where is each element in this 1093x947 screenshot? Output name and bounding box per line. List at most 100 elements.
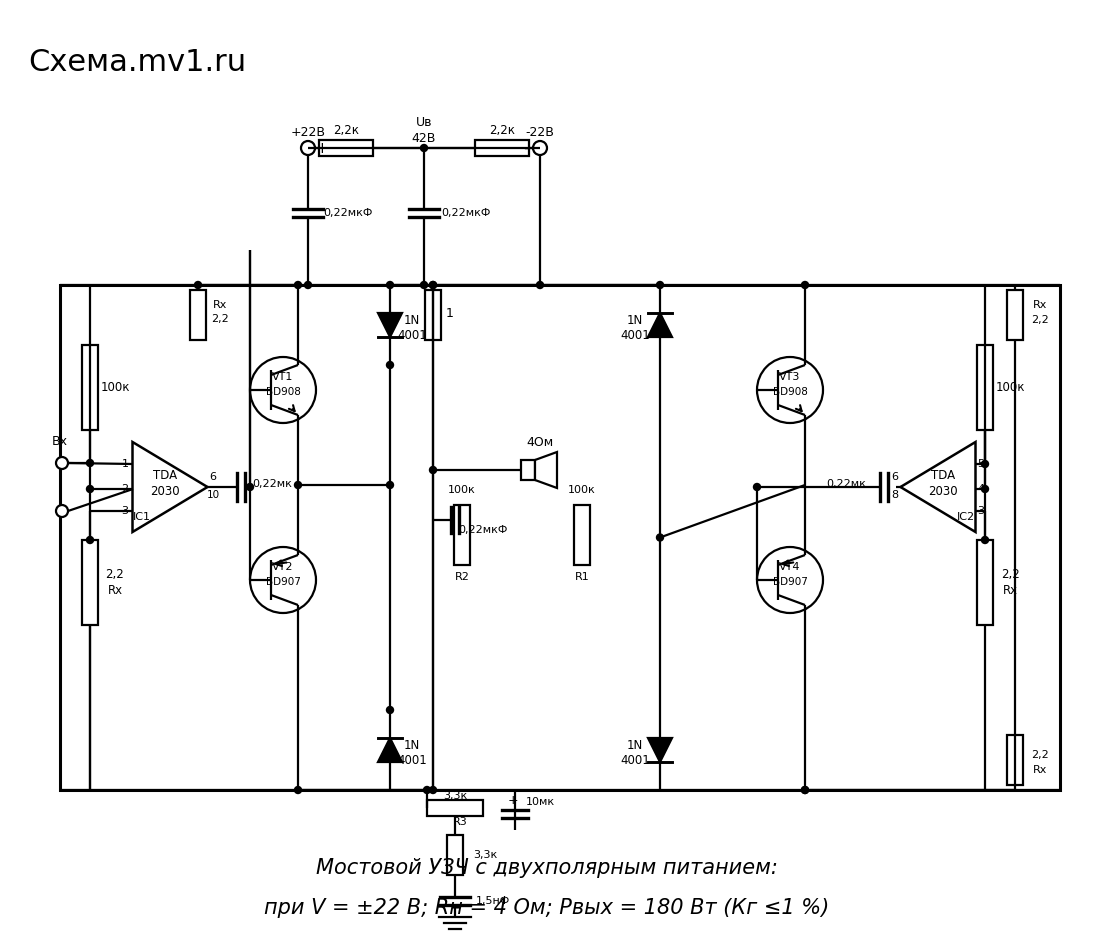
Polygon shape [378,738,402,762]
Text: Rx: Rx [107,584,122,597]
Text: -: - [522,139,529,157]
Text: +: + [316,140,328,155]
Text: R3: R3 [453,817,468,827]
Circle shape [657,281,663,289]
Bar [60,285,1060,790]
Circle shape [657,534,663,541]
Text: 1N: 1N [404,313,420,327]
Circle shape [430,787,436,794]
Circle shape [387,481,393,489]
Circle shape [421,145,427,152]
Text: 8: 8 [892,490,898,500]
Text: 0,22мк: 0,22мк [826,479,866,489]
Text: 4001: 4001 [620,754,650,766]
Text: VT3: VT3 [779,372,801,382]
Circle shape [56,505,68,517]
Text: BD908: BD908 [266,387,301,397]
Bar [425,290,440,340]
Circle shape [387,362,393,368]
Text: 2,2к: 2,2к [333,123,359,136]
Text: Мостовой УЗЧ с двухполярным питанием:: Мостовой УЗЧ с двухполярным питанием: [316,858,778,878]
Circle shape [423,787,431,794]
Circle shape [250,357,316,423]
Text: 3,3к: 3,3к [473,850,497,860]
Bar [977,540,994,625]
Polygon shape [901,442,975,532]
Circle shape [294,787,302,794]
Text: 2,2к: 2,2к [489,123,515,136]
Text: 0,22мкФ: 0,22мкФ [458,525,507,535]
Text: R1: R1 [575,572,589,582]
Text: IC2: IC2 [957,512,975,522]
Circle shape [247,484,254,491]
Text: 4001: 4001 [620,329,650,342]
Text: VT4: VT4 [779,562,801,572]
Text: 2030: 2030 [150,485,180,497]
Text: 1N: 1N [404,739,420,752]
Circle shape [801,281,809,289]
Text: 2,2: 2,2 [106,568,125,581]
Text: 0,22мкФ: 0,22мкФ [442,208,491,218]
Text: 1N: 1N [627,313,643,327]
Circle shape [430,467,436,474]
Text: Uв: Uв [415,116,432,129]
Text: 0,22мк: 0,22мк [252,479,292,489]
Circle shape [86,486,94,492]
Circle shape [801,787,809,794]
Text: TDA: TDA [931,469,955,481]
Circle shape [387,706,393,713]
Bar [427,800,483,816]
Text: Rx: Rx [213,300,227,310]
Polygon shape [648,738,672,762]
Bar [82,345,98,430]
Text: 2,2: 2,2 [1000,568,1020,581]
Text: 100к: 100к [568,485,596,495]
Circle shape [533,141,546,155]
Bar [977,345,994,430]
Text: 2,2: 2,2 [1031,750,1049,760]
Text: 2,2: 2,2 [1031,315,1049,325]
Text: IC1: IC1 [133,512,151,522]
Text: Rx: Rx [1002,584,1018,597]
Circle shape [86,537,94,544]
Text: 3: 3 [977,506,985,516]
Circle shape [250,547,316,613]
Text: Вх: Вх [52,435,68,448]
Circle shape [421,281,427,289]
Text: при V = ±22 В; Rн = 4 Ом; Рвых = 180 Вт (Кг ≤1 %): при V = ±22 В; Rн = 4 Ом; Рвых = 180 Вт … [265,898,830,918]
Text: 4001: 4001 [397,329,427,342]
Text: Rx: Rx [1033,765,1047,775]
Bar [521,460,534,480]
Text: 100к: 100к [448,485,475,495]
Text: 1N: 1N [627,739,643,752]
Text: +22В: +22В [291,126,326,138]
Bar [454,505,470,565]
Text: -22В: -22В [526,126,554,138]
Text: 6: 6 [892,472,898,482]
Text: 4: 4 [977,484,985,494]
Text: 2,2: 2,2 [211,314,228,324]
Text: BD908: BD908 [773,387,808,397]
Circle shape [86,459,94,467]
Circle shape [430,281,436,289]
Text: 4001: 4001 [397,754,427,766]
Text: +: + [507,794,518,807]
Circle shape [195,281,201,289]
Text: 5: 5 [977,459,985,469]
Polygon shape [132,442,208,532]
Circle shape [430,281,436,289]
Text: VT1: VT1 [272,372,294,382]
Circle shape [753,484,761,491]
Text: 6: 6 [210,472,216,482]
Bar [190,290,205,340]
Text: Rx: Rx [1033,300,1047,310]
Circle shape [294,281,302,289]
Text: 2: 2 [121,484,129,494]
Text: 0,22мкФ: 0,22мкФ [324,208,373,218]
Circle shape [757,547,823,613]
Circle shape [387,281,393,289]
Bar [1007,290,1023,340]
Text: Схема.mv1.ru: Схема.mv1.ru [28,48,246,77]
Text: 100к: 100к [101,381,130,394]
Polygon shape [534,452,557,488]
